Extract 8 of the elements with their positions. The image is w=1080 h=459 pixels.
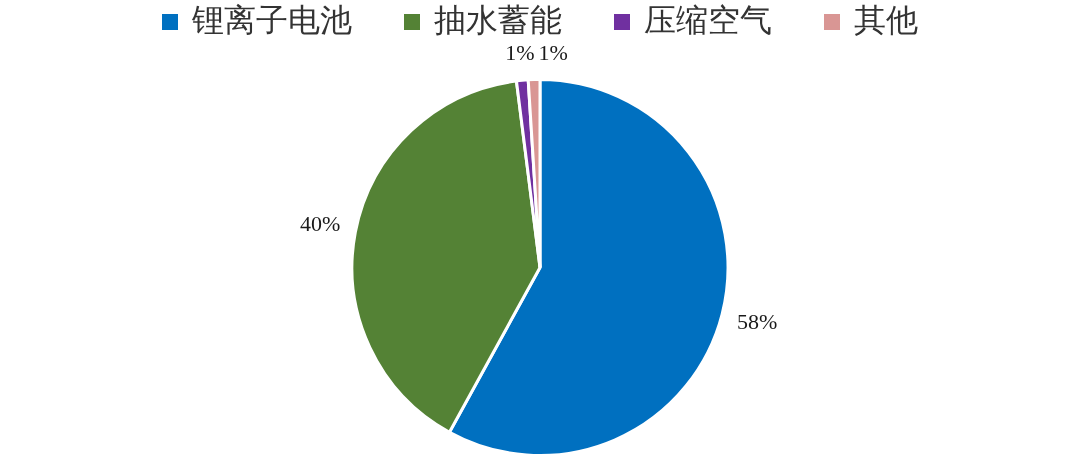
legend-label: 抽水蓄能	[434, 1, 562, 40]
legend-label: 锂离子电池	[191, 1, 352, 40]
legend-label: 压缩空气	[644, 1, 772, 40]
data-label: 1%	[505, 39, 535, 65]
data-label: 58%	[737, 309, 778, 335]
data-label: 40%	[299, 211, 341, 237]
legend-label: 其他	[854, 1, 918, 40]
data-label: 1%	[538, 39, 568, 65]
